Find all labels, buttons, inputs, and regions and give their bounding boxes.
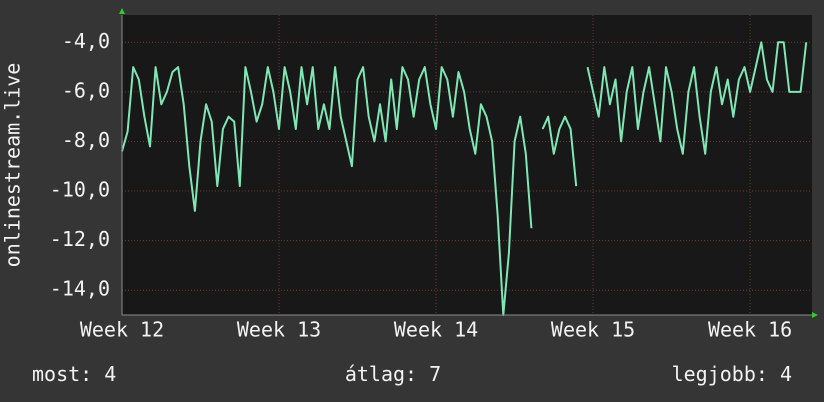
summary-label: most: <box>32 362 92 386</box>
x-tick-label: Week 13 <box>237 318 321 342</box>
y-tick-label: -8,0 <box>62 128 110 152</box>
summary-label: legjobb: <box>672 362 768 386</box>
y-tick-label: -10,0 <box>50 178 110 202</box>
x-tick-label: Week 16 <box>708 318 792 342</box>
summary-average: átlag: 7 <box>345 362 441 386</box>
y-tick-label: -4,0 <box>62 29 110 53</box>
x-tick-label: Week 12 <box>80 318 164 342</box>
data-line <box>121 41 808 316</box>
plot-area <box>122 15 812 315</box>
summary-value: 4 <box>104 362 116 386</box>
x-tick-label: Week 14 <box>394 318 478 342</box>
y-axis-label: onlinestream.live <box>1 63 25 268</box>
summary-label: átlag: <box>345 362 417 386</box>
axis-arrow <box>119 8 125 14</box>
summary-best: legjobb: 4 <box>672 362 792 386</box>
summary-current: most: 4 <box>32 362 116 386</box>
summary-value: 7 <box>429 362 441 386</box>
x-tick-label: Week 15 <box>551 318 635 342</box>
axis-arrow <box>812 312 818 318</box>
y-tick-label: -14,0 <box>50 277 110 301</box>
summary-value: 4 <box>780 362 792 386</box>
y-tick-label: -6,0 <box>62 78 110 102</box>
y-tick-label: -12,0 <box>50 227 110 251</box>
